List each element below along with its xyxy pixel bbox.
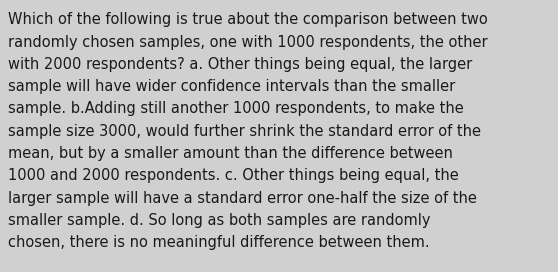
Text: Which of the following is true about the comparison between two: Which of the following is true about the… [8,12,488,27]
Text: with 2000 respondents? a. Other things being equal, the larger: with 2000 respondents? a. Other things b… [8,57,473,72]
Text: smaller sample. d. So long as both samples are randomly: smaller sample. d. So long as both sampl… [8,213,431,228]
Text: larger sample will have a standard error one-half the size of the: larger sample will have a standard error… [8,191,477,206]
Text: randomly chosen samples, one with 1000 respondents, the other: randomly chosen samples, one with 1000 r… [8,35,488,50]
Text: sample. b.Adding still another 1000 respondents, to make the: sample. b.Adding still another 1000 resp… [8,101,464,116]
Text: sample size 3000, would further shrink the standard error of the: sample size 3000, would further shrink t… [8,124,482,139]
Text: sample will have wider confidence intervals than the smaller: sample will have wider confidence interv… [8,79,456,94]
Text: mean, but by a smaller amount than the difference between: mean, but by a smaller amount than the d… [8,146,453,161]
Text: 1000 and 2000 respondents. c. Other things being equal, the: 1000 and 2000 respondents. c. Other thin… [8,168,459,183]
Text: chosen, there is no meaningful difference between them.: chosen, there is no meaningful differenc… [8,235,430,250]
